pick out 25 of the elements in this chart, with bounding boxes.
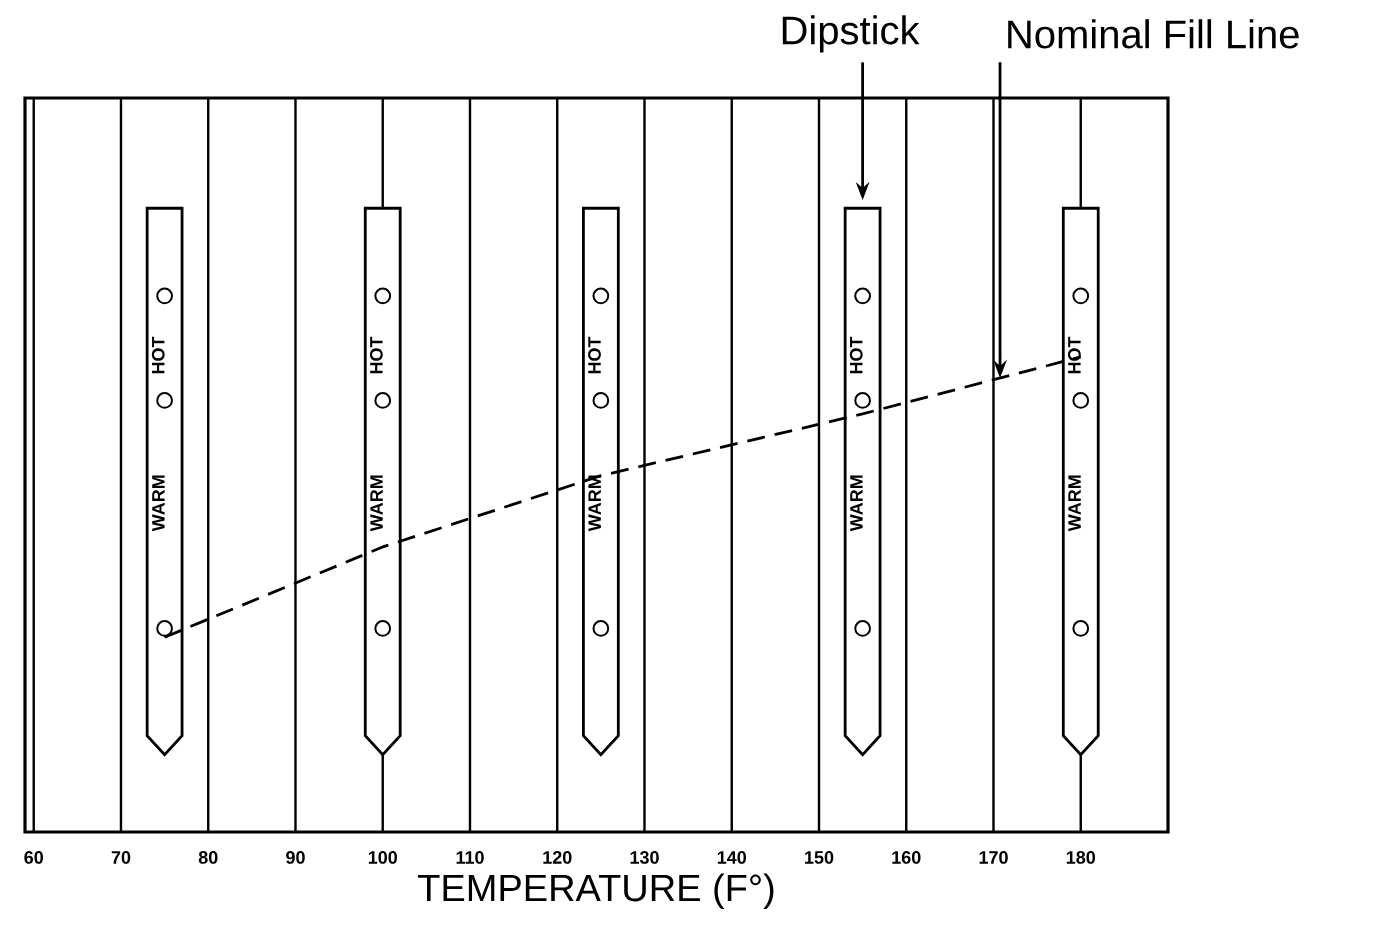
x-tick-label: 110	[456, 851, 484, 864]
x-tick-label: 120	[543, 851, 572, 864]
x-tick-label: 100	[368, 851, 398, 864]
x-tick-label: 160	[892, 851, 921, 864]
x-tick-label: 170	[979, 851, 1008, 864]
text: WARM	[1068, 475, 1081, 532]
text: HOT	[1068, 336, 1081, 374]
x-tick-label: 130	[630, 851, 659, 864]
x-tick-label: 70	[111, 851, 131, 864]
text: WARM	[370, 475, 383, 532]
x-tick-label: 180	[1066, 851, 1096, 864]
text: Dipstick	[782, 15, 920, 53]
x-tick-label: 140	[717, 851, 747, 864]
x-tick-label: 150	[805, 851, 834, 864]
annotation: WARM	[152, 475, 165, 532]
text: WARM	[850, 475, 863, 532]
x-axis-title: TEMPERATURE (F°)	[418, 873, 774, 909]
text: HOT	[588, 336, 601, 374]
annotation: HOT	[151, 336, 165, 374]
x-tick-label: 90	[286, 851, 305, 864]
x-tick-label: 80	[198, 851, 218, 864]
text: HOT	[849, 336, 863, 374]
text: Nominal Fill Line	[1008, 19, 1299, 49]
text: HOT	[369, 336, 383, 374]
x-tick-label: 60	[24, 851, 44, 864]
